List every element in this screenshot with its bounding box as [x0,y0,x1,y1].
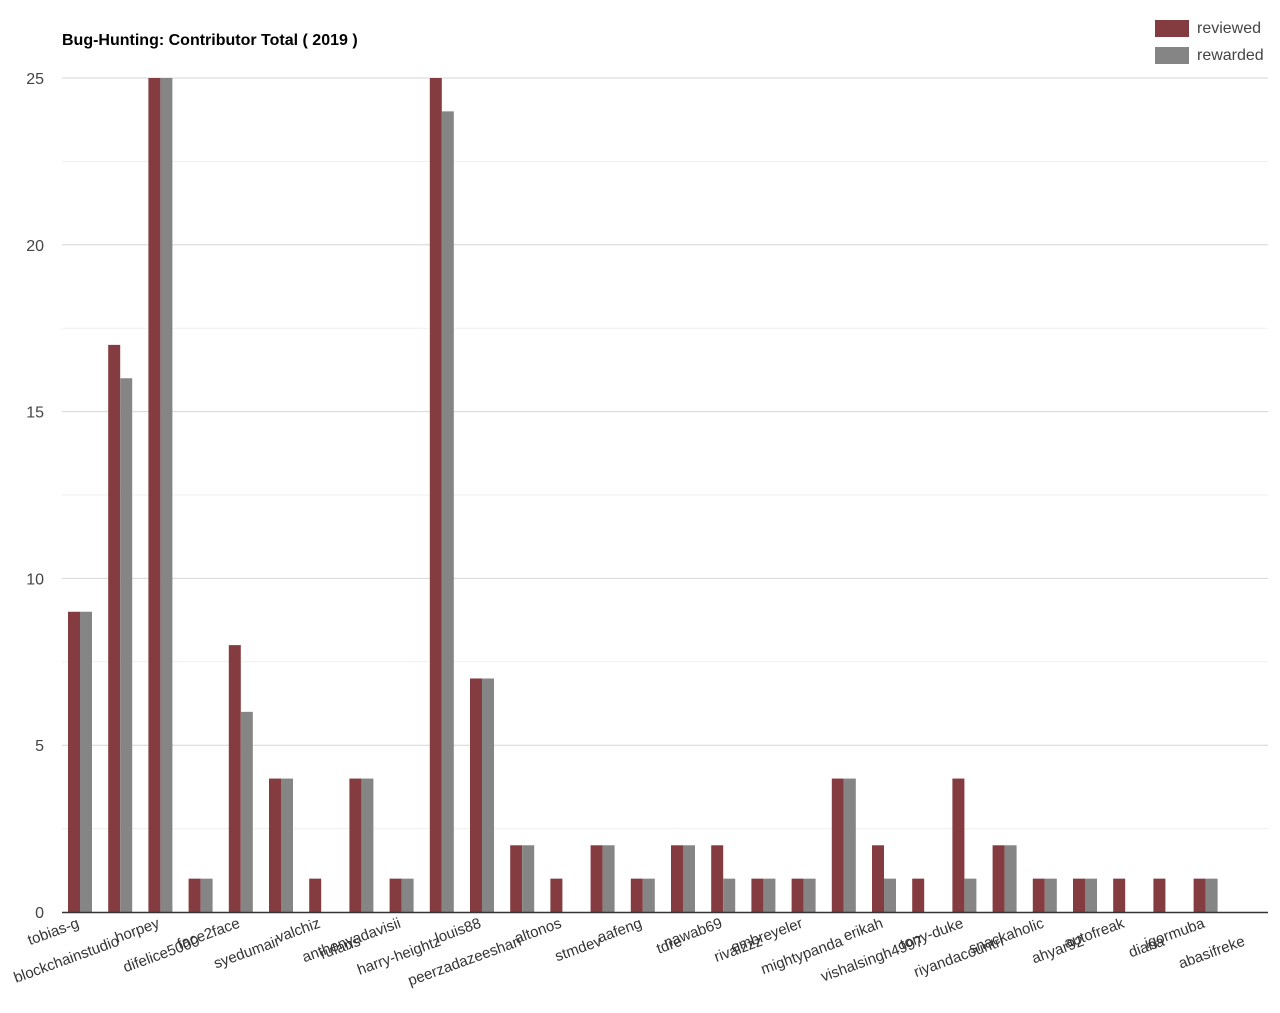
bar-reviewed-altonos[interactable] [550,878,563,912]
bar-reviewed-riyandacountri[interactable] [992,845,1005,912]
bar-reviewed-tdre[interactable] [671,845,683,912]
bar-reviewed-horpey[interactable] [148,78,161,912]
bar-rewarded-harry-heightz[interactable] [441,111,454,913]
bar-rewarded-igormuba[interactable] [1205,878,1218,912]
bar-reviewed-rivalzzz[interactable] [751,878,764,912]
bar-reviewed-erikah[interactable] [872,845,884,912]
bar-rewarded-louis88[interactable] [482,678,494,912]
legend-item-reviewed[interactable]: reviewed [1155,15,1264,42]
bar-rewarded-mightypanda[interactable] [843,778,856,912]
bar-reviewed-anthonyadavisii[interactable] [389,878,402,912]
legend-label-reviewed: reviewed [1197,19,1262,37]
x-tick-label: tony-duke [898,915,966,954]
bar-rewarded-peerzadazeeshan[interactable] [522,845,535,912]
bar-rewarded-aafeng[interactable] [642,878,655,912]
bar-rewarded-snackaholic[interactable] [1044,878,1057,912]
x-tick-label: nawab69 [662,915,725,952]
bar-reviewed-rufans[interactable] [349,778,362,912]
x-tick-label: valchiz [274,915,323,947]
legend: reviewed rewarded [1155,15,1264,69]
x-tick-label: aafeng [595,915,644,947]
x-tick-label: altonos [512,915,563,948]
bar-rewarded-horpey[interactable] [160,78,173,912]
bar-rewarded-embreyeler[interactable] [803,878,816,912]
x-tick-label: erikah [841,915,885,945]
y-tick-label: 20 [26,238,44,255]
bar-reviewed-igormuba[interactable] [1193,878,1206,912]
bar-reviewed-face2face[interactable] [228,645,241,912]
bar-rewarded-tobias-g[interactable] [80,611,92,912]
legend-item-rewarded[interactable]: rewarded [1155,42,1264,69]
bar-reviewed-harry-heightz[interactable] [429,78,442,912]
legend-swatch-rewarded [1155,47,1189,64]
bar-reviewed-louis88[interactable] [470,678,482,912]
legend-swatch-reviewed [1155,20,1189,37]
legend-label-rewarded: rewarded [1197,46,1264,64]
bar-reviewed-mightypanda[interactable] [831,778,844,912]
bar-rewarded-syedumair[interactable] [281,778,293,912]
x-tick-label: face2face [175,915,242,953]
bar-rewarded-anthonyadavisii[interactable] [401,878,414,912]
bar-rewarded-ahyar92[interactable] [1085,878,1097,912]
bar-rewarded-rivalzzz[interactable] [763,878,776,912]
bar-reviewed-vishalsingh4997[interactable] [912,878,925,912]
bar-rewarded-stmdev[interactable] [602,845,615,912]
y-tick-label: 15 [26,405,44,422]
bar-rewarded-nawab69[interactable] [723,878,736,912]
y-tick-label: 10 [26,571,44,588]
bar-reviewed-aafeng[interactable] [630,878,643,912]
bar-reviewed-tony-duke[interactable] [952,778,965,912]
x-tick-label: syedumair [212,933,283,973]
chart-title: Bug-Hunting: Contributor Total ( 2019 ) [62,32,358,49]
bar-reviewed-ahyar92[interactable] [1073,878,1085,912]
bar-reviewed-peerzadazeeshan[interactable] [510,845,523,912]
bar-rewarded-difelice5000[interactable] [200,878,213,912]
bar-reviewed-nawab69[interactable] [711,845,724,912]
bar-rewarded-tdre[interactable] [683,845,695,912]
bar-reviewed-stmdev[interactable] [590,845,603,912]
bar-rewarded-riyandacountri[interactable] [1004,845,1017,912]
bar-reviewed-snackaholic[interactable] [1032,878,1045,912]
bar-reviewed-embreyeler[interactable] [791,878,804,912]
x-tick-label: abasifreke [1176,933,1247,973]
bar-rewarded-tony-duke[interactable] [964,878,977,912]
x-tick-label: tobias-g [25,915,81,949]
x-tick-label: horpey [113,915,162,947]
bar-rewarded-face2face[interactable] [240,711,253,912]
bar-reviewed-syedumair[interactable] [269,778,281,912]
bar-reviewed-blockchainstudio[interactable] [108,344,121,912]
x-tick-label: louis88 [433,915,483,947]
y-tick-label: 0 [35,905,44,922]
x-tick-label: stmdev [553,933,605,966]
y-tick-label: 5 [35,738,44,755]
bar-reviewed-difelice5000[interactable] [188,878,201,912]
x-tick-label: igormuba [1142,915,1207,953]
bar-reviewed-tobias-g[interactable] [68,611,80,912]
bar-reviewed-diana[interactable] [1153,878,1166,912]
bar-rewarded-blockchainstudio[interactable] [120,378,133,912]
bar-reviewed-valchiz[interactable] [309,878,322,912]
bar-rewarded-rufans[interactable] [361,778,374,912]
bar-rewarded-erikah[interactable] [884,878,896,912]
bar-reviewed-autofreak[interactable] [1113,878,1126,912]
y-tick-label: 25 [26,71,44,88]
x-tick-label: autofreak [1062,915,1127,953]
